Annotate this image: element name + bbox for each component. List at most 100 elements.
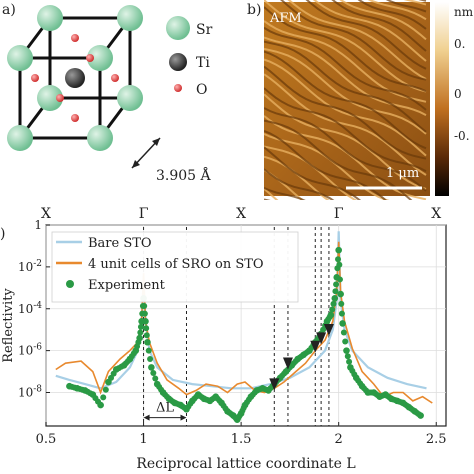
experiment-point [142, 318, 149, 325]
panel-b-afm-image: AFM 1 μm nm 0. 0 -0. [264, 0, 474, 200]
experiment-point [158, 386, 165, 393]
top-symmetry-label: Γ [334, 206, 344, 222]
afm-terrace-edge [357, 0, 427, 30]
experiment-point [141, 310, 148, 317]
experiment-point [329, 306, 336, 313]
afm-terrace-edge [264, 198, 271, 200]
experiment-point [344, 353, 351, 360]
afm-terrace-step [339, 0, 427, 41]
delta-l-arrowhead-left [143, 414, 150, 421]
experiment-point [163, 393, 170, 400]
experiment-point [71, 384, 78, 391]
y-tick-label: 10-8 [18, 385, 42, 400]
afm-terrace-edge [264, 40, 427, 133]
legend-experiment-symbol [66, 280, 74, 288]
axis-labels: 0.5 1 1.5 2 2.5 1 10-2 10-4 10-6 10-8 X Γ X Γ X Recipro… [1, 206, 447, 472]
afm-terraces-dark [264, 0, 427, 200]
dashed-guides: ΔL [143, 227, 330, 426]
afm-terrace-step [264, 169, 304, 200]
afm-terrace-step [264, 20, 427, 103]
experiment-point [304, 349, 311, 356]
afm-terrace-step [264, 73, 427, 176]
afm-terrace-edge [264, 65, 427, 160]
legend-o-symbol [174, 84, 182, 92]
top-symmetry-label: Γ [139, 206, 149, 222]
experiment-point [124, 358, 131, 365]
colorbar-unit: nm [454, 5, 474, 19]
legend-ti-text: Ti [196, 55, 210, 71]
afm-terraces [264, 0, 427, 200]
legend-ti-symbol [169, 53, 187, 71]
experiment-point [292, 358, 299, 365]
experiment-point [330, 300, 337, 307]
x-tick-label: 1 [139, 432, 147, 447]
experiment-point [357, 380, 364, 387]
x-tick-label: 2 [335, 432, 343, 447]
marker-arrowhead [310, 340, 321, 353]
reflectivity-chart: ΔL 0.5 1 1.5 2 2.5 1 10-2 10-4 10-6 10-8 X Γ X Γ X Reci… [1, 206, 447, 472]
experiment-point [351, 371, 358, 378]
top-symmetry-label: X [431, 206, 441, 222]
x-axis-label: Reciprocal lattice coordinate L [136, 456, 355, 472]
experiment-point [339, 320, 346, 327]
top-symmetry-label: X [41, 206, 51, 222]
marker-arrowhead [316, 332, 327, 345]
experiment-point [342, 338, 349, 345]
experiment-point [336, 276, 343, 283]
experiment-point [102, 386, 109, 393]
experiment-point [245, 396, 252, 403]
afm-terrace-edge [385, 0, 427, 13]
experiment-point [137, 329, 144, 336]
o-atoms [31, 34, 119, 122]
experiment-point [145, 347, 152, 354]
afm-terrace-step [287, 0, 427, 80]
experiment-point [333, 281, 340, 288]
afm-title: AFM [269, 11, 302, 26]
experiment-point [338, 310, 345, 317]
delta-l-arrowhead-right [180, 414, 187, 421]
experiment-point [216, 397, 223, 404]
legend-entry: Bare STO [88, 236, 152, 251]
chart-legend: Bare STO 4 unit cells of SRO on STO Experi… [51, 231, 299, 303]
experiment-point [326, 314, 333, 321]
afm-colorbar [435, 2, 449, 196]
experiment-point [346, 358, 353, 365]
afm-terrace-edge [264, 26, 427, 111]
experiment-point [148, 364, 155, 371]
experiment-point [144, 338, 151, 346]
afm-scalebar-label: 1 μm [386, 166, 419, 181]
marker-arrowhead [323, 323, 334, 336]
afm-terrace-edge [280, 0, 427, 81]
y-tick-label: 10-6 [18, 343, 42, 358]
colorbar-tick-bottom: -0. [454, 129, 470, 143]
afm-terrace-edge [264, 119, 413, 200]
experiment-point [336, 261, 343, 268]
experiment-point [137, 323, 144, 330]
afm-terrace-edge [264, 50, 427, 150]
experiment-point [222, 405, 229, 412]
legend-sr-symbol [166, 16, 190, 40]
afm-terrace-step [264, 47, 427, 135]
afm-terrace-step [264, 58, 427, 157]
experiment-point [152, 375, 159, 382]
marker-arrowhead [269, 378, 280, 391]
experiment-point [415, 411, 422, 418]
series-sro-on-sto [55, 241, 433, 404]
y-tick-label: 1 [34, 218, 42, 232]
legend-entry: Experiment [88, 278, 166, 293]
delta-l-label: ΔL [156, 401, 174, 416]
experiment-point [118, 363, 125, 370]
experiment-point [79, 386, 86, 393]
experiment-point [147, 356, 154, 362]
experiment-point [110, 370, 117, 377]
afm-terrace-edge [264, 6, 427, 93]
experiment-point [335, 246, 342, 254]
ti-atom [65, 68, 85, 88]
marker-arrowhead [282, 357, 293, 370]
legend-sr-text: Sr [196, 22, 213, 38]
afm-terrace-edge [305, 0, 427, 70]
experiment-point [343, 347, 350, 354]
experiment-point [332, 288, 339, 295]
experiment-point [331, 294, 339, 302]
experiment-point [100, 394, 107, 401]
